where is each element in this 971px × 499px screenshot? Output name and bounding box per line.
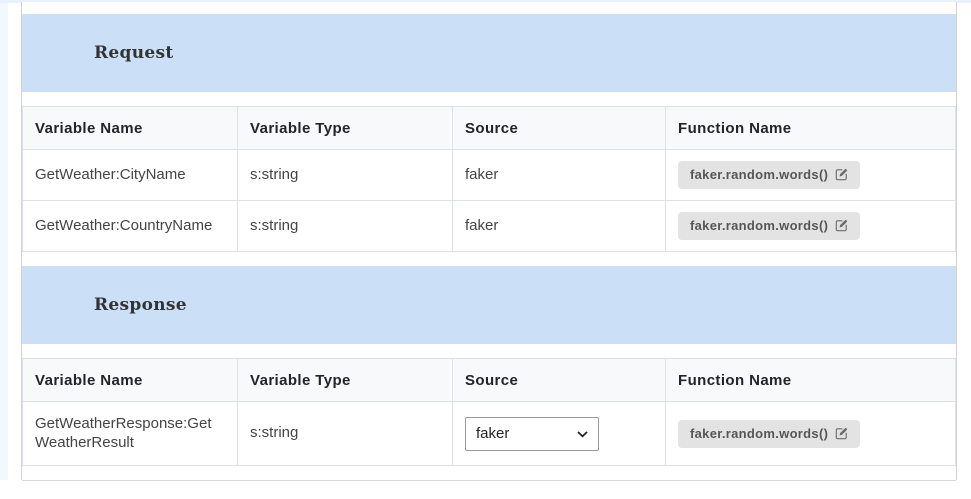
- column-header-variable-name: Variable Name: [22, 106, 238, 150]
- page-top-strip: [0, 0, 971, 3]
- variable-name-cell: GetWeather:CityName: [22, 149, 238, 201]
- section-header-response: Response: [22, 266, 956, 344]
- table-header-row: Variable Name Variable Type Source Funct…: [22, 106, 956, 150]
- table-row: GetWeather:CityName s:string faker faker…: [22, 149, 956, 201]
- pencil-square-icon: [835, 168, 848, 181]
- variable-type-cell: s:string: [237, 401, 453, 466]
- function-name-label: faker.random.words(): [690, 218, 829, 233]
- request-variables-table: Variable Name Variable Type Source Funct…: [22, 106, 956, 252]
- function-name-label: faker.random.words(): [690, 167, 829, 182]
- function-name-cell: faker.random.words(): [665, 200, 956, 252]
- edit-function-button[interactable]: faker.random.words(): [678, 419, 861, 448]
- response-variables-table: Variable Name Variable Type Source Funct…: [22, 358, 956, 466]
- section-divider: [22, 480, 956, 481]
- variables-panel: Request Variable Name Variable Type Sour…: [21, 2, 957, 481]
- section-title-request: Request: [94, 43, 174, 63]
- source-cell: faker: [452, 200, 666, 252]
- column-header-function-name: Function Name: [665, 106, 956, 150]
- pencil-square-icon: [835, 219, 848, 232]
- edit-function-button[interactable]: faker.random.words(): [678, 212, 861, 240]
- function-name-cell: faker.random.words(): [665, 401, 956, 466]
- column-header-variable-type: Variable Type: [237, 106, 453, 150]
- section-header-request: Request: [22, 14, 956, 92]
- variable-type-cell: s:string: [237, 200, 453, 252]
- column-header-variable-type: Variable Type: [237, 358, 453, 402]
- column-header-function-name: Function Name: [665, 358, 956, 402]
- page-left-strip: [0, 3, 8, 480]
- source-cell: faker: [452, 149, 666, 201]
- table-row: GetWeather:CountryName s:string faker fa…: [22, 200, 956, 252]
- edit-function-button[interactable]: faker.random.words(): [678, 161, 861, 189]
- section-title-response: Response: [94, 295, 187, 315]
- column-header-variable-name: Variable Name: [22, 358, 238, 402]
- function-name-label: faker.random.words(): [690, 425, 829, 441]
- table-row: GetWeatherResponse:GetWeatherResult s:st…: [22, 401, 956, 466]
- function-name-cell: faker.random.words(): [665, 149, 956, 201]
- variable-type-cell: s:string: [237, 149, 453, 201]
- pencil-square-icon: [835, 427, 848, 439]
- table-header-row: Variable Name Variable Type Source Funct…: [22, 358, 956, 402]
- variable-name-cell: GetWeather:CountryName: [22, 200, 238, 252]
- column-header-source: Source: [452, 358, 666, 402]
- column-header-source: Source: [452, 106, 666, 150]
- source-select-wrap: faker: [465, 416, 599, 451]
- source-select[interactable]: faker: [465, 416, 599, 451]
- source-cell: faker: [452, 401, 666, 466]
- variable-name-cell: GetWeatherResponse:GetWeatherResult: [22, 401, 238, 466]
